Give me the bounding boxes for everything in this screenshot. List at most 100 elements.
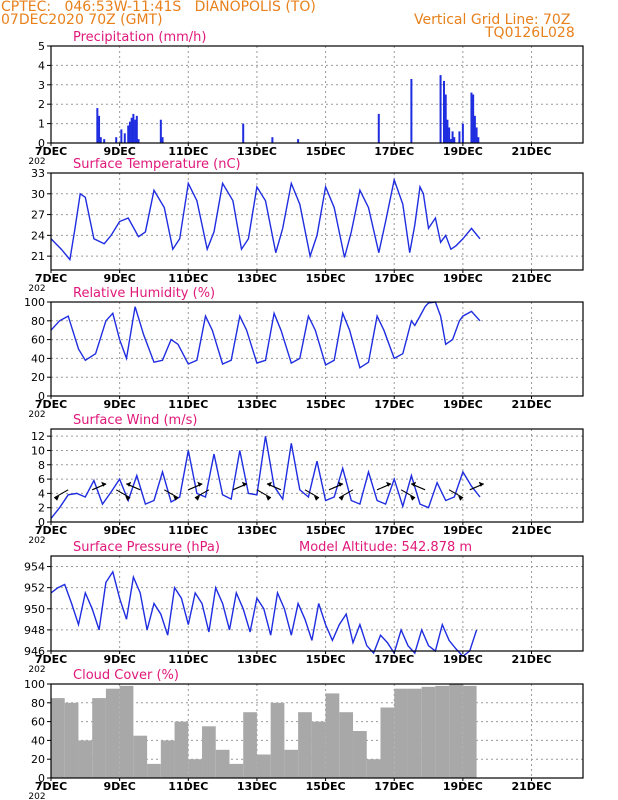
panel-subtitle: Model Altitude: 542.878 m: [299, 540, 472, 555]
cloud-bar: [51, 698, 65, 778]
y-tick-label: 80: [31, 697, 45, 710]
x-tick-label: 11DEC: [168, 524, 208, 537]
precip-bar: [472, 94, 475, 143]
cloud-bar: [229, 763, 244, 778]
year-label: 202: [28, 792, 45, 800]
precip-bar: [377, 113, 380, 143]
panel-title: Precipitation (mm/h): [73, 30, 206, 45]
x-tick-label: 19DEC: [443, 145, 483, 158]
y-tick-label: 2: [38, 98, 45, 111]
y-tick-label: 10: [31, 444, 45, 457]
x-tick-label: 21DEC: [512, 145, 552, 158]
series-line: [50, 301, 481, 369]
cloud-bar: [366, 759, 381, 778]
y-tick-label: 27: [31, 209, 45, 222]
x-tick-label: 13DEC: [237, 145, 277, 158]
precip-bar: [159, 119, 162, 143]
precip-bar: [453, 137, 456, 143]
wind-arrow-head: [125, 495, 131, 501]
x-tick-label: 9DEC: [103, 524, 135, 537]
wind-arrow-head: [313, 495, 319, 501]
precip-bar: [297, 139, 300, 143]
wind-arrow-head: [458, 495, 464, 501]
cloud-bar: [188, 759, 203, 778]
x-tick-label: 7DEC: [35, 524, 67, 537]
precip-bar: [120, 129, 123, 143]
cloud-bar: [256, 754, 271, 778]
panel-title: Surface Pressure (hPa): [73, 540, 220, 555]
cloud-bar: [462, 685, 477, 778]
x-tick-label: 7DEC: [35, 398, 67, 411]
y-tick-label: 24: [31, 229, 45, 242]
cloud-bar: [174, 721, 189, 778]
wind-arrow: [304, 489, 320, 499]
wind-arrow-head: [54, 495, 60, 501]
wind-arrow-head: [410, 495, 416, 501]
y-tick-label: 4: [38, 59, 45, 72]
y-tick-label: 0: [38, 772, 45, 785]
x-tick-label: 17DEC: [374, 780, 414, 793]
wind-arrow-head: [386, 481, 392, 487]
x-tick-label: 21DEC: [512, 272, 552, 285]
series-line: [50, 570, 478, 658]
panel-title: Surface Temperature (nC): [73, 157, 241, 172]
y-tick-label: 8: [38, 459, 45, 472]
x-tick-label: 11DEC: [168, 780, 208, 793]
x-tick-label: 9DEC: [103, 398, 135, 411]
precip-bar: [458, 131, 461, 143]
x-tick-label: 11DEC: [168, 272, 208, 285]
cloud-bar: [394, 688, 408, 778]
y-tick-label: 0: [38, 137, 45, 150]
cloud-bar: [298, 712, 312, 778]
x-tick-label: 7DEC: [35, 272, 67, 285]
series-line: [50, 177, 481, 262]
precip-bar: [449, 139, 452, 143]
y-tick-label: 2: [38, 502, 45, 515]
panel-frame: [50, 45, 584, 144]
x-tick-label: 15DEC: [306, 272, 346, 285]
x-tick-label: 13DEC: [237, 653, 277, 666]
wind-arrow-head: [478, 481, 484, 487]
x-tick-label: 21DEC: [512, 653, 552, 666]
y-tick-label: 5: [38, 40, 45, 53]
cloud-bar: [147, 763, 161, 778]
cloud-bar: [78, 740, 93, 778]
header-station: CPTEC: 046:53W-11:41S DIANOPOLIS (TO): [1, 0, 316, 15]
x-tick-label: 9DEC: [103, 272, 135, 285]
wind-arrow-head: [194, 495, 200, 501]
cloud-bar: [215, 749, 230, 778]
precip-bar: [96, 108, 99, 143]
precip-bar: [135, 115, 138, 143]
x-tick-label: 15DEC: [306, 780, 346, 793]
x-tick-label: 9DEC: [103, 653, 135, 666]
wind-arrow-head: [339, 495, 345, 501]
y-tick-label: 954: [24, 561, 45, 574]
panel-title: Surface Wind (m/s): [73, 413, 197, 428]
cloud-bar: [160, 740, 175, 778]
precip-bar: [242, 123, 245, 143]
x-tick-label: 9DEC: [103, 780, 135, 793]
cloud-bar: [449, 684, 463, 778]
y-tick-label: 33: [31, 167, 45, 180]
x-tick-label: 19DEC: [443, 653, 483, 666]
year-label: 202: [28, 284, 45, 294]
wind-arrow-head: [411, 481, 417, 487]
cloud-bar: [92, 698, 106, 778]
x-tick-label: 11DEC: [168, 398, 208, 411]
cloud-bar: [353, 731, 367, 778]
wind-arrow: [256, 489, 272, 499]
panel-frame: [50, 555, 584, 652]
precip-bar: [128, 121, 131, 143]
wind-arrow: [448, 489, 464, 499]
x-tick-label: 17DEC: [374, 398, 414, 411]
cloud-bar: [270, 702, 285, 778]
panel-frame: [50, 301, 584, 397]
panel-frame: [50, 428, 584, 523]
y-tick-label: 0: [38, 516, 45, 529]
y-tick-label: 1: [38, 118, 45, 131]
header-grid-line: Vertical Grid Line: 70Z: [414, 12, 571, 28]
panel-frame: [50, 172, 584, 271]
y-tick-label: 21: [31, 250, 45, 263]
x-tick-label: 11DEC: [168, 145, 208, 158]
y-tick-label: 60: [31, 334, 45, 347]
